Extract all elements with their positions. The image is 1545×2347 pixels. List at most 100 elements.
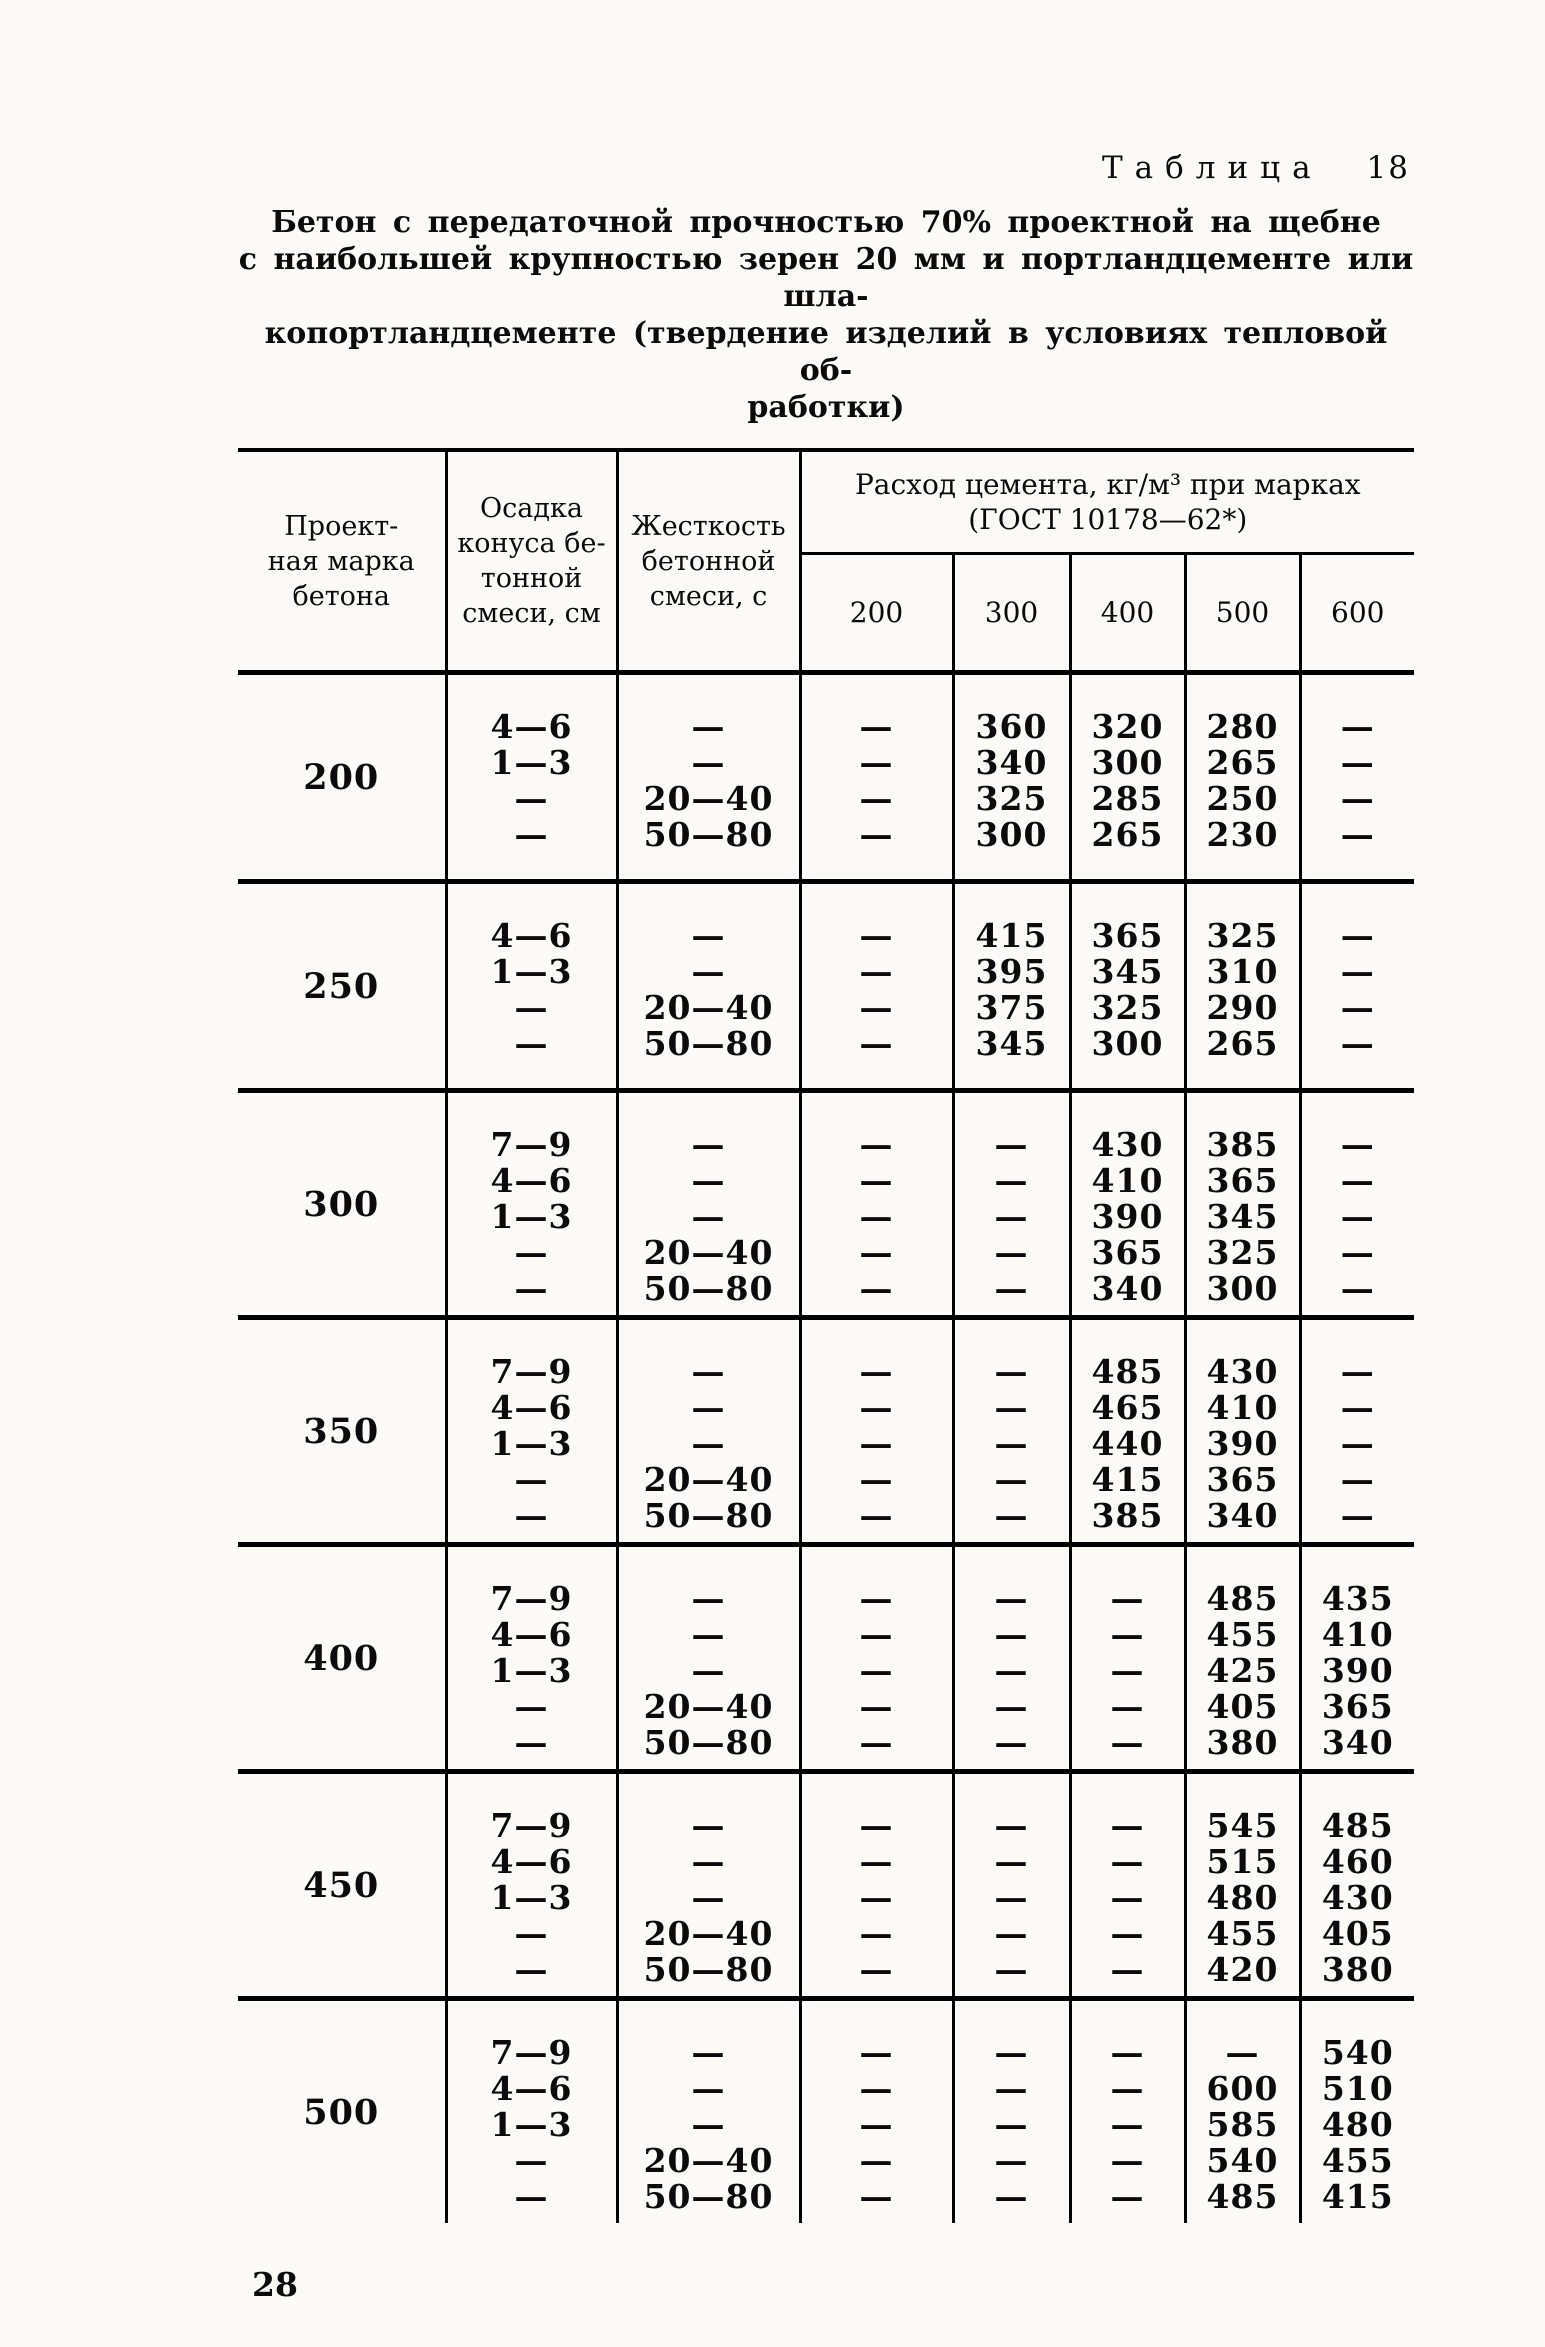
data-cell: 300 — [953, 817, 1072, 884]
data-cell: — — [953, 1317, 1072, 1390]
data-cell: 410 — [1070, 1163, 1187, 1199]
data-cell: — — [953, 1199, 1072, 1235]
data-cell: — — [1340, 952, 1375, 991]
table-row: 1—3— —395 345 310— — [238, 954, 1414, 990]
data-cell: 340 — [1185, 1498, 1302, 1547]
data-cell: 425 — [1185, 1653, 1302, 1689]
concrete-grade-cell: 500 — [238, 1998, 448, 2223]
data-cell: 430 — [1321, 1878, 1394, 1917]
data-cell: — — [1070, 1952, 1187, 2001]
data-cell: 365 — [1070, 881, 1187, 954]
data-cell: — — [1070, 2107, 1187, 2143]
data-cell: 250 — [1185, 781, 1302, 817]
data-cell: 430 — [1185, 1317, 1302, 1390]
data-cell: — — [800, 1689, 955, 1725]
data-cell: 485 — [1321, 1806, 1394, 1845]
data-cell: 340 — [1070, 1271, 1187, 1320]
table-row: —20—40— — —455 405 — [238, 1916, 1414, 1952]
data-cell: 410 — [1321, 1615, 1394, 1654]
data-cell: — — [446, 990, 619, 1026]
data-cell: — — [1340, 1424, 1375, 1463]
data-cell: 440 — [1070, 1426, 1187, 1462]
table-row: 300 7—9— — —430 385— — [238, 1090, 1414, 1320]
data-cell: 325 — [1070, 990, 1187, 1026]
table-row: 4—6— — — —515 460 — [238, 1844, 1414, 1880]
data-cell: 585 — [1185, 2107, 1302, 2143]
data-cell: 430 — [1070, 1090, 1187, 1163]
table-row: —50—80— —340 300— — [238, 1271, 1415, 1320]
data-cell: — — [953, 1725, 1072, 1774]
data-cell: 20—40 — [617, 1689, 802, 1725]
data-cell: — — [1070, 1916, 1187, 1952]
data-cell: — — [617, 1199, 802, 1235]
data-cell: — — [953, 1390, 1072, 1426]
data-cell: — — [800, 1317, 955, 1390]
table-row: 4—6— — —410 365— — [238, 1163, 1414, 1199]
data-cell: — — [446, 1916, 619, 1952]
data-cell: — — [953, 1880, 1072, 1916]
table-row: —20—40— —415 365— — [238, 1462, 1414, 1498]
table-row: 1—3— — —440 390— — [238, 1426, 1414, 1462]
table-row: —20—40— — —405 365 — [238, 1689, 1414, 1725]
data-cell: — — [800, 781, 955, 817]
data-cell: — — [800, 745, 955, 781]
data-cell: 415 — [1070, 1462, 1187, 1498]
concrete-grade-cell: 250 — [238, 881, 448, 1093]
data-cell: 540 — [1185, 2143, 1302, 2179]
data-cell: 1—3 — [446, 1653, 619, 1689]
table-row: 4—6— — —465 410— — [238, 1390, 1414, 1426]
concrete-grade-cell: 300 — [238, 1090, 448, 1320]
data-cell: — — [617, 954, 802, 990]
data-cell: 395 — [953, 954, 1072, 990]
data-cell: 325 — [1185, 1235, 1302, 1271]
data-cell: 485 — [1070, 1317, 1187, 1390]
data-cell: 310 — [1185, 954, 1302, 990]
data-cell: 435 — [1321, 1579, 1394, 1618]
data-cell: 265 — [1185, 745, 1302, 781]
data-cell: — — [953, 1998, 1072, 2071]
data-cell: — — [953, 1498, 1072, 1547]
data-cell: — — [953, 1653, 1072, 1689]
data-cell: 415 — [953, 881, 1072, 954]
data-cell: 4—6 — [446, 1844, 619, 1880]
cement-span-header-line1: Расход цемента, кг/м³ при марках — [854, 468, 1361, 501]
data-cell: — — [800, 1199, 955, 1235]
data-cell: 510 — [1321, 2069, 1394, 2108]
data-cell: 290 — [1185, 990, 1302, 1026]
data-cell: 1—3 — [446, 954, 619, 990]
data-cell: 300 — [1070, 1026, 1187, 1093]
data-cell: 480 — [1185, 1880, 1302, 1916]
table-row: 1—3— — —390 345— — [238, 1199, 1414, 1235]
data-cell: — — [800, 1916, 955, 1952]
data-cell: — — [617, 1090, 802, 1163]
grade-column-header: Проект- ная марка бетона — [238, 450, 448, 675]
data-cell: 340 — [953, 745, 1072, 781]
table-caption-word: Таблица — [1101, 150, 1323, 186]
data-cell: 50—80 — [617, 1271, 802, 1320]
data-cell: 50—80 — [617, 1952, 802, 2001]
data-cell: — — [617, 1844, 802, 1880]
data-cell: — — [446, 1498, 619, 1547]
cement-span-header-line2: (ГОСТ 10178—62*) — [968, 503, 1248, 536]
data-cell: — — [617, 672, 802, 745]
title-line: копортландцементе (твердение изделий в у… — [264, 316, 1388, 388]
data-cell: — — [1070, 1880, 1187, 1916]
data-cell: — — [1300, 1271, 1415, 1320]
data-cell: 480 — [1321, 2105, 1394, 2144]
data-cell: 390 — [1185, 1426, 1302, 1462]
data-cell: 1—3 — [446, 745, 619, 781]
data-cell: — — [800, 1462, 955, 1498]
data-cell: 415 — [1321, 2177, 1394, 2216]
data-cell: — — [953, 2143, 1072, 2179]
table-row: —50—80— — —380 340 — [238, 1725, 1415, 1774]
data-cell: 265 — [1185, 1026, 1302, 1093]
data-cell: 375 — [953, 990, 1072, 1026]
data-cell: — — [953, 1235, 1072, 1271]
data-cell: — — [953, 2107, 1072, 2143]
data-cell: — — [800, 1771, 955, 1844]
data-cell: 420 — [1185, 1952, 1302, 2001]
data-cell: — — [800, 1235, 955, 1271]
data-cell: — — [617, 745, 802, 781]
data-cell: 7—9 — [446, 1771, 619, 1844]
data-cell: 410 — [1185, 1390, 1302, 1426]
